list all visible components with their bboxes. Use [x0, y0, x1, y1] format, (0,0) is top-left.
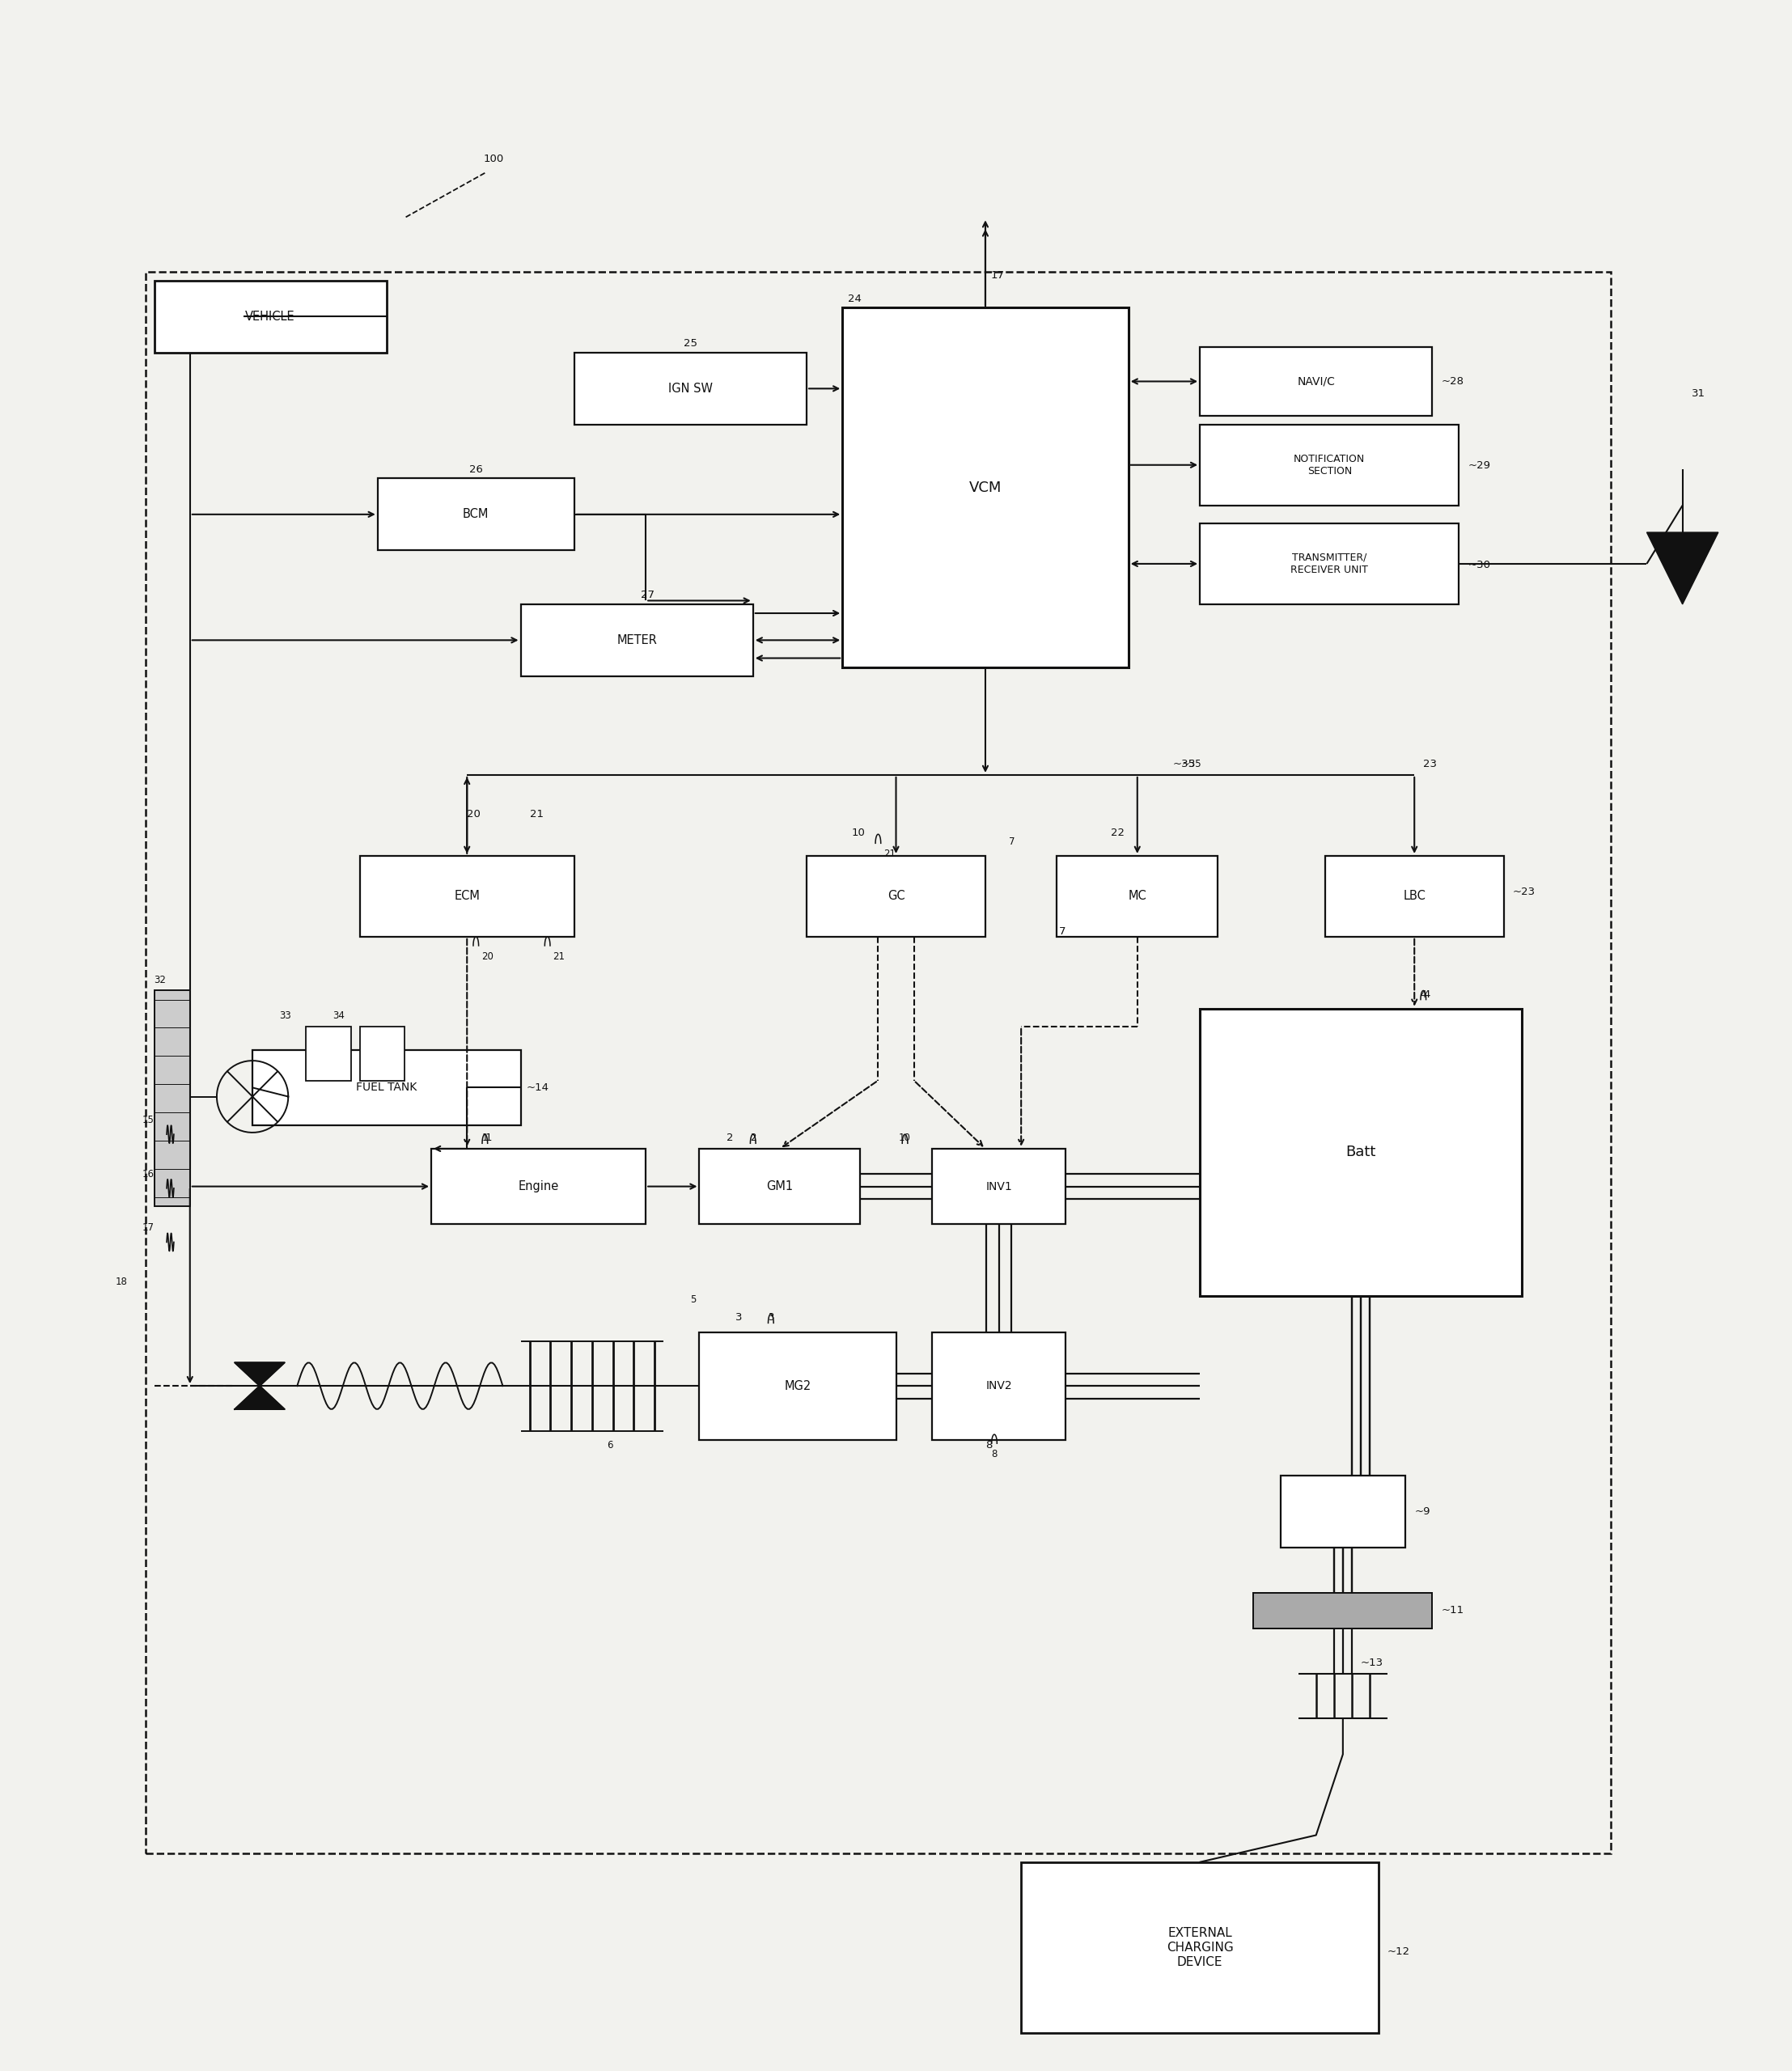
Text: 21: 21	[883, 849, 896, 859]
Text: 22: 22	[1111, 826, 1124, 839]
Text: 3: 3	[735, 1313, 742, 1323]
Text: ~13: ~13	[1360, 1657, 1383, 1667]
Text: NAVI/C: NAVI/C	[1297, 375, 1335, 387]
FancyBboxPatch shape	[1201, 1009, 1521, 1296]
FancyBboxPatch shape	[699, 1332, 896, 1439]
Text: 27: 27	[642, 590, 654, 601]
Text: MC: MC	[1129, 891, 1147, 903]
Text: 18: 18	[115, 1276, 127, 1286]
Polygon shape	[1647, 532, 1719, 605]
FancyBboxPatch shape	[360, 1027, 405, 1081]
FancyBboxPatch shape	[1201, 348, 1432, 416]
Text: 4: 4	[1421, 990, 1426, 1000]
FancyBboxPatch shape	[306, 1027, 351, 1081]
Text: 8: 8	[986, 1439, 993, 1450]
Text: 34: 34	[333, 1011, 346, 1021]
FancyBboxPatch shape	[1324, 855, 1503, 936]
FancyBboxPatch shape	[842, 309, 1129, 667]
Text: ~9: ~9	[1414, 1506, 1430, 1516]
Text: 7: 7	[1059, 926, 1066, 936]
Text: INV1: INV1	[986, 1180, 1012, 1193]
Text: GM1: GM1	[767, 1180, 794, 1193]
Text: 21: 21	[552, 951, 564, 961]
FancyBboxPatch shape	[360, 855, 573, 936]
Text: 24: 24	[848, 294, 862, 304]
Text: 6: 6	[607, 1439, 613, 1450]
Text: 10: 10	[900, 1133, 910, 1143]
FancyBboxPatch shape	[932, 1332, 1066, 1439]
FancyBboxPatch shape	[1201, 425, 1459, 505]
Text: VCM: VCM	[969, 480, 1002, 495]
Text: ~14: ~14	[527, 1083, 548, 1093]
FancyBboxPatch shape	[806, 855, 986, 936]
Text: 8: 8	[991, 1450, 998, 1460]
Text: ECM: ECM	[453, 891, 480, 903]
FancyBboxPatch shape	[1253, 1593, 1432, 1628]
Text: 10: 10	[851, 826, 866, 839]
Text: 17: 17	[142, 1222, 154, 1232]
Text: ~30: ~30	[1468, 559, 1491, 570]
FancyBboxPatch shape	[154, 282, 387, 352]
Text: ~35: ~35	[1174, 760, 1195, 770]
Text: EXTERNAL
CHARGING
DEVICE: EXTERNAL CHARGING DEVICE	[1167, 1926, 1233, 1967]
FancyBboxPatch shape	[932, 1149, 1066, 1224]
Text: 21: 21	[530, 810, 543, 820]
FancyBboxPatch shape	[1279, 1477, 1405, 1547]
Text: METER: METER	[616, 634, 658, 646]
Text: 1: 1	[482, 1133, 487, 1143]
Text: 100: 100	[484, 153, 504, 164]
Text: ~28: ~28	[1441, 377, 1464, 387]
Text: IGN SW: IGN SW	[668, 383, 713, 396]
Text: Batt: Batt	[1346, 1145, 1376, 1160]
Text: 3: 3	[769, 1313, 774, 1323]
FancyBboxPatch shape	[1201, 524, 1459, 605]
Text: 16: 16	[142, 1168, 154, 1178]
Text: 25: 25	[683, 338, 697, 350]
FancyBboxPatch shape	[1253, 1593, 1432, 1628]
FancyBboxPatch shape	[1057, 855, 1219, 936]
Text: 17: 17	[991, 269, 1005, 282]
Text: 26: 26	[470, 464, 482, 474]
Text: 31: 31	[1692, 389, 1706, 400]
FancyBboxPatch shape	[432, 1149, 645, 1224]
Text: Engine: Engine	[518, 1180, 559, 1193]
FancyBboxPatch shape	[1021, 1862, 1378, 2034]
FancyBboxPatch shape	[521, 605, 753, 675]
Text: 2: 2	[751, 1133, 756, 1143]
Text: ~11: ~11	[1441, 1605, 1464, 1615]
FancyBboxPatch shape	[253, 1050, 521, 1125]
Text: 2: 2	[726, 1133, 733, 1143]
Text: 32: 32	[154, 975, 167, 986]
Text: 20: 20	[482, 951, 493, 961]
Text: ~35: ~35	[1183, 760, 1202, 770]
Text: 1: 1	[486, 1133, 491, 1143]
Polygon shape	[235, 1363, 285, 1408]
Text: 7: 7	[1009, 837, 1016, 847]
Text: 23: 23	[1423, 760, 1437, 770]
Text: BCM: BCM	[462, 507, 489, 520]
Text: 4: 4	[1423, 990, 1430, 1000]
FancyBboxPatch shape	[154, 990, 190, 1205]
Text: 5: 5	[690, 1294, 697, 1305]
FancyBboxPatch shape	[378, 478, 573, 551]
FancyBboxPatch shape	[699, 1149, 860, 1224]
Text: ~29: ~29	[1468, 460, 1491, 470]
Text: GC: GC	[887, 891, 905, 903]
Text: FUEL TANK: FUEL TANK	[357, 1081, 418, 1093]
Text: INV2: INV2	[986, 1379, 1012, 1392]
Text: NOTIFICATION
SECTION: NOTIFICATION SECTION	[1294, 454, 1366, 476]
Text: MG2: MG2	[785, 1379, 812, 1392]
Text: ~12: ~12	[1387, 1947, 1410, 1957]
Text: TRANSMITTER/
RECEIVER UNIT: TRANSMITTER/ RECEIVER UNIT	[1290, 553, 1369, 576]
FancyBboxPatch shape	[573, 352, 806, 425]
Text: 20: 20	[468, 810, 480, 820]
Text: 33: 33	[280, 1011, 292, 1021]
Text: LBC: LBC	[1403, 891, 1426, 903]
Text: VEHICLE: VEHICLE	[246, 311, 296, 323]
Text: 15: 15	[142, 1114, 154, 1125]
Text: ~23: ~23	[1512, 886, 1536, 897]
